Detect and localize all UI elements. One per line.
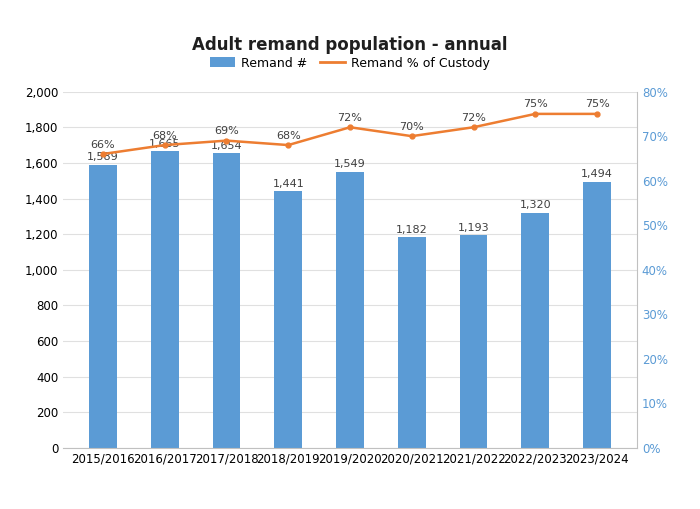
Bar: [89, 165, 117, 448]
Text: 1,494: 1,494: [581, 169, 613, 179]
Title: Adult remand population - annual: Adult remand population - annual: [193, 36, 508, 54]
Text: 75%: 75%: [523, 99, 547, 109]
Remand % of Custody: [346, 124, 354, 130]
Text: 72%: 72%: [461, 113, 486, 123]
Bar: [583, 182, 611, 448]
Text: 68%: 68%: [276, 131, 300, 140]
Text: 69%: 69%: [214, 126, 239, 136]
Text: 66%: 66%: [91, 139, 116, 150]
Remand % of Custody: [223, 137, 231, 144]
Legend: Remand #, Remand % of Custody: Remand #, Remand % of Custody: [205, 51, 495, 74]
Text: 1,549: 1,549: [334, 159, 366, 169]
Remand % of Custody: [99, 151, 107, 157]
Remand % of Custody: [160, 142, 169, 148]
Remand % of Custody: [284, 142, 293, 148]
Text: 1,589: 1,589: [87, 152, 119, 162]
Bar: [274, 191, 302, 448]
Text: 1,665: 1,665: [149, 138, 181, 149]
Remand % of Custody: [593, 111, 601, 117]
Text: 1,441: 1,441: [272, 179, 304, 188]
Remand % of Custody: [531, 111, 540, 117]
Remand % of Custody: [469, 124, 477, 130]
Text: 1,182: 1,182: [396, 224, 428, 235]
Bar: [398, 237, 426, 448]
Text: 72%: 72%: [337, 113, 363, 123]
Text: 1,193: 1,193: [458, 223, 489, 233]
Text: 75%: 75%: [584, 99, 610, 109]
Bar: [213, 153, 240, 448]
Bar: [336, 172, 364, 448]
Remand % of Custody: [407, 133, 416, 139]
Text: 1,654: 1,654: [211, 140, 242, 151]
Bar: [460, 235, 487, 448]
Text: 68%: 68%: [153, 131, 177, 140]
Bar: [150, 151, 178, 448]
Bar: [522, 213, 550, 448]
Text: 1,320: 1,320: [519, 200, 551, 210]
Text: 70%: 70%: [400, 122, 424, 132]
Line: Remand % of Custody: Remand % of Custody: [101, 111, 599, 156]
